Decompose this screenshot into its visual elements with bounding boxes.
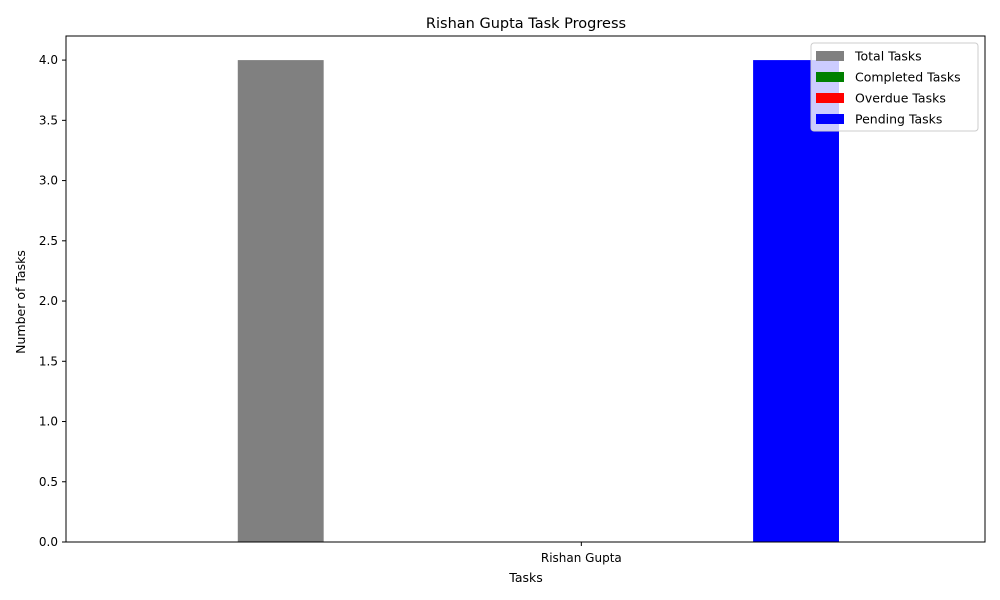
bar-total-tasks	[237, 60, 324, 542]
y-tick-label: 3.0	[39, 174, 58, 188]
legend-label: Overdue Tasks	[855, 91, 946, 106]
bars-group	[237, 60, 839, 542]
legend: Total Tasks Completed Tasks Overdue Tasks P…	[810, 42, 979, 132]
y-tick-label: 2.0	[39, 294, 58, 308]
x-axis-ticks: Rishan Gupta	[541, 542, 622, 565]
y-tick-label: 3.5	[39, 113, 58, 127]
legend-swatch	[816, 51, 844, 61]
y-tick-label: 1.5	[39, 354, 58, 368]
y-axis-ticks: 0.0 0.5 1.0 1.5 2.0 2.5 3.0 3.5 4.0	[39, 53, 66, 549]
bar-pending-tasks	[753, 60, 839, 542]
x-tick-label: Rishan Gupta	[541, 551, 622, 565]
y-tick-label: 0.0	[39, 535, 58, 549]
legend-box	[810, 42, 979, 132]
y-tick-label: 1.0	[39, 415, 58, 429]
x-axis-label: Tasks	[508, 570, 543, 585]
legend-label: Completed Tasks	[855, 70, 961, 85]
y-tick-label: 0.5	[39, 475, 58, 489]
y-axis-label: Number of Tasks	[13, 250, 28, 354]
plot-area-frame	[65, 35, 986, 543]
legend-swatch	[816, 93, 844, 103]
legend-label: Pending Tasks	[855, 112, 942, 127]
legend-swatch	[816, 72, 844, 82]
y-tick-label: 2.5	[39, 234, 58, 248]
y-tick-label: 4.0	[39, 53, 58, 67]
legend-label: Total Tasks	[854, 49, 922, 64]
chart-title: Rishan Gupta Task Progress	[426, 16, 626, 32]
legend-swatch	[816, 114, 844, 124]
